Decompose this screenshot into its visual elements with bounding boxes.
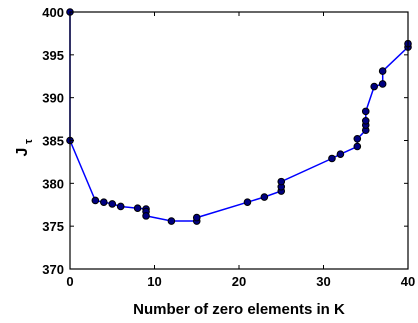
data-point [336, 150, 345, 159]
data-point [100, 198, 108, 206]
data-point [91, 196, 100, 205]
data-point [370, 82, 379, 91]
ticks-layer: 0 10 20 30 40 370 375 380 385 390 395 400 [42, 5, 415, 289]
x-tick-label: 0 [66, 274, 73, 289]
y-tick-label: 390 [42, 91, 64, 106]
data-point [167, 217, 176, 225]
data-point [116, 202, 125, 211]
x-tick-label: 20 [232, 274, 246, 289]
x-tick-label: 10 [147, 274, 161, 289]
series-layer [66, 8, 412, 225]
y-axis-label-subscript: τ [23, 139, 35, 144]
data-point [353, 142, 362, 151]
data-point [361, 116, 370, 125]
y-axis-label-main: J [14, 148, 31, 157]
y-tick-label: 380 [42, 176, 64, 191]
data-point [142, 212, 150, 220]
data-point [192, 213, 201, 222]
data-point [361, 107, 370, 116]
y-axis-label: J τ [14, 139, 35, 156]
data-point [353, 134, 362, 143]
data-point [378, 67, 387, 75]
data-point [277, 177, 286, 186]
plot-area [70, 12, 408, 269]
data-point [108, 200, 117, 208]
y-tick-label: 395 [42, 48, 64, 63]
y-tick-label: 370 [42, 262, 64, 277]
data-point [260, 193, 269, 201]
y-tick-label: 375 [42, 219, 64, 234]
y-tick-label: 400 [42, 5, 64, 20]
y-tick-label: 385 [42, 134, 64, 149]
x-tick-label: 30 [316, 274, 330, 289]
data-point [133, 204, 142, 212]
x-tick-label: 40 [401, 274, 415, 289]
data-point [243, 198, 252, 206]
data-point [378, 80, 387, 88]
x-axis-label: Number of zero elements in K [133, 301, 345, 318]
data-point [328, 154, 336, 163]
